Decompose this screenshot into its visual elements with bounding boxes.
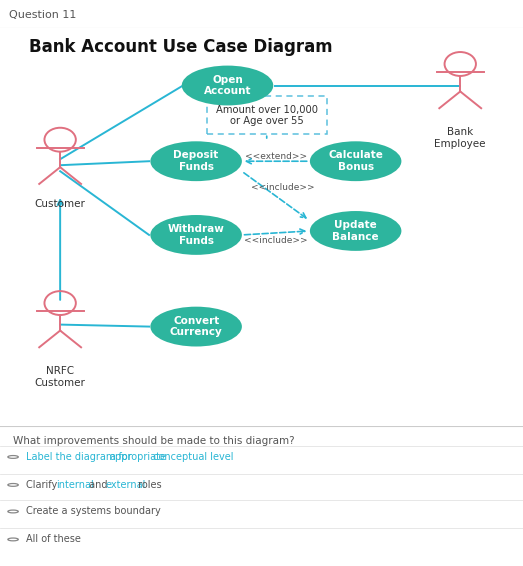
Text: Open
Account: Open Account [204, 75, 251, 96]
Text: Customer: Customer [35, 199, 86, 209]
Text: appropriate: appropriate [109, 452, 166, 462]
Text: Update
Balance: Update Balance [332, 220, 379, 242]
Text: <<include>>: <<include>> [251, 183, 314, 192]
Text: conceptual level: conceptual level [151, 452, 234, 462]
Text: Bank
Employee: Bank Employee [435, 127, 486, 149]
Ellipse shape [310, 211, 402, 251]
Text: Create a systems boundary: Create a systems boundary [26, 507, 161, 517]
Text: Convert
Currency: Convert Currency [170, 316, 222, 337]
Ellipse shape [151, 142, 242, 181]
Text: NRFC
Customer: NRFC Customer [35, 366, 86, 388]
Text: Clarify: Clarify [26, 480, 61, 490]
Text: <<include>>: <<include>> [244, 235, 308, 245]
Ellipse shape [310, 142, 402, 181]
Text: external: external [105, 480, 145, 490]
Text: and: and [86, 480, 111, 490]
Ellipse shape [151, 215, 242, 255]
FancyBboxPatch shape [207, 96, 327, 134]
Text: Bank Account Use Case Diagram: Bank Account Use Case Diagram [29, 38, 333, 55]
Text: Question 11: Question 11 [9, 10, 77, 20]
Text: Calculate
Bonus: Calculate Bonus [328, 151, 383, 172]
Text: Amount over 10,000
or Age over 55: Amount over 10,000 or Age over 55 [215, 105, 318, 126]
Ellipse shape [151, 307, 242, 346]
Text: Deposit
Funds: Deposit Funds [174, 151, 219, 172]
Text: <<extend>>: <<extend>> [245, 152, 306, 161]
Text: internal: internal [56, 480, 94, 490]
Ellipse shape [182, 66, 273, 105]
Text: What improvements should be made to this diagram?: What improvements should be made to this… [13, 436, 294, 446]
Text: roles: roles [135, 480, 162, 490]
Text: Withdraw
Funds: Withdraw Funds [168, 224, 224, 246]
Text: Label the diagram for: Label the diagram for [26, 452, 135, 462]
Text: All of these: All of these [26, 534, 81, 544]
